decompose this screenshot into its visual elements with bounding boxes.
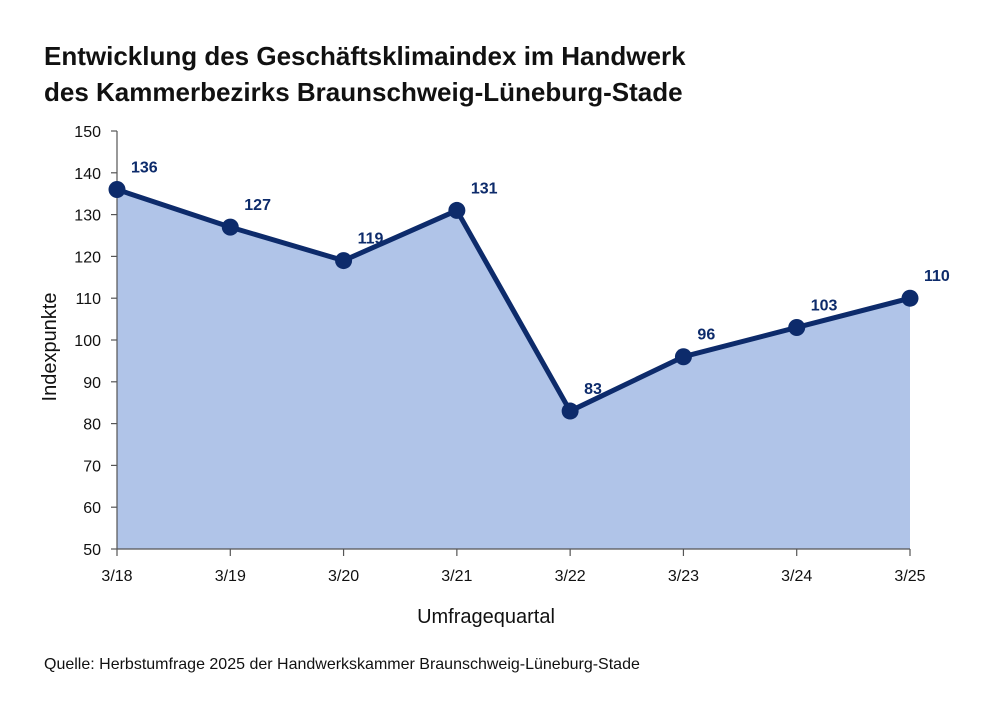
chart-title-line-2: des Kammerbezirks Braunschweig-Lüneburg-… bbox=[44, 77, 683, 107]
data-point bbox=[108, 181, 126, 199]
x-tick-label: 3/23 bbox=[668, 568, 699, 585]
y-tick-label: 120 bbox=[74, 249, 101, 266]
data-point bbox=[335, 252, 353, 270]
data-label: 136 bbox=[131, 160, 158, 177]
data-label: 127 bbox=[244, 197, 271, 214]
y-tick-label: 90 bbox=[83, 375, 101, 392]
x-tick-label: 3/25 bbox=[894, 568, 925, 585]
chart-title-line-1: Entwicklung des Geschäftsklimaindex im H… bbox=[44, 41, 686, 71]
x-tick-label: 3/18 bbox=[101, 568, 132, 585]
y-tick-label: 60 bbox=[83, 500, 101, 517]
y-tick-label: 110 bbox=[75, 291, 101, 308]
area-layer bbox=[117, 189, 910, 549]
data-label: 103 bbox=[811, 297, 838, 314]
data-point bbox=[674, 348, 692, 366]
y-tick-label: 50 bbox=[83, 542, 101, 559]
x-tick-label: 3/21 bbox=[441, 568, 472, 585]
y-tick-label: 100 bbox=[74, 333, 101, 350]
area-fill bbox=[117, 189, 910, 549]
data-point bbox=[901, 289, 919, 307]
data-point bbox=[221, 218, 239, 236]
y-tick-label: 70 bbox=[83, 458, 101, 475]
point-layer bbox=[108, 181, 919, 420]
x-tick-label: 3/19 bbox=[215, 568, 246, 585]
data-point bbox=[561, 402, 579, 420]
label-layer: 136 127 119 131 83 96 103 110 bbox=[131, 160, 950, 399]
y-tick-label: 140 bbox=[74, 166, 101, 183]
y-tick-label: 80 bbox=[83, 417, 101, 434]
x-axis-title: Umfragequartal bbox=[417, 606, 555, 628]
chart-title: Entwicklung des Geschäftsklimaindex im H… bbox=[44, 38, 944, 110]
data-label: 96 bbox=[697, 327, 715, 344]
data-label: 119 bbox=[358, 231, 384, 248]
series-line bbox=[114, 187, 913, 414]
data-label: 110 bbox=[924, 268, 950, 285]
data-label: 131 bbox=[471, 180, 498, 197]
x-tick-label: 3/20 bbox=[328, 568, 359, 585]
data-point bbox=[448, 201, 466, 219]
source-note: Quelle: Herbstumfrage 2025 der Handwerks… bbox=[44, 656, 640, 673]
data-label: 83 bbox=[584, 381, 602, 398]
y-axis-title: Indexpunkte bbox=[39, 293, 61, 402]
y-tick-label: 150 bbox=[74, 124, 101, 141]
line-layer bbox=[114, 187, 913, 414]
y-tick-label: 130 bbox=[74, 208, 101, 225]
x-tick-label: 3/24 bbox=[781, 568, 812, 585]
x-tick-label: 3/22 bbox=[555, 568, 586, 585]
axis-layer: 50 60 70 80 90 100 110 120 130 140 150 3/18 3/19 3/20… bbox=[74, 124, 925, 585]
data-point bbox=[788, 318, 806, 336]
